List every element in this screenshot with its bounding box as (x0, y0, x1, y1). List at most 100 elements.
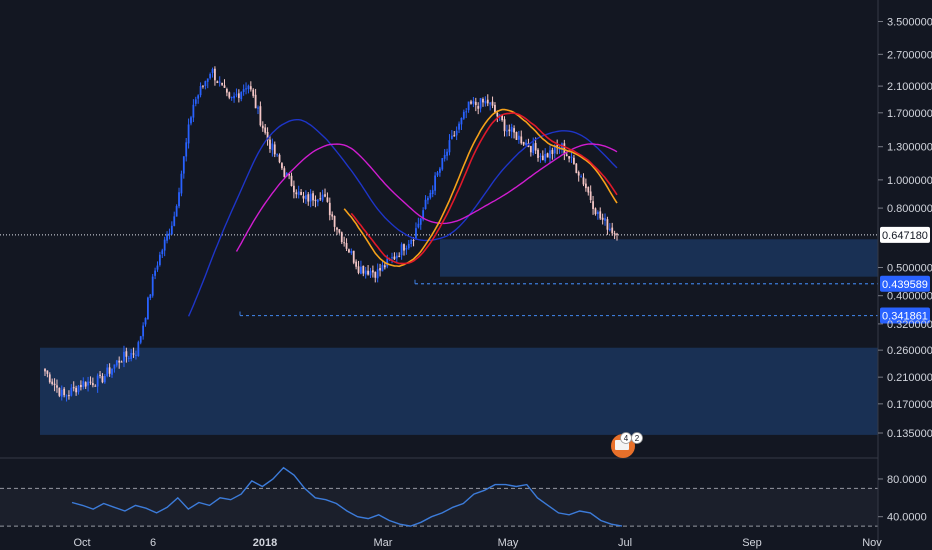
candle (108, 367, 111, 374)
candle (115, 360, 118, 366)
candle (424, 199, 427, 210)
candle (494, 104, 496, 113)
candle (429, 192, 432, 198)
candle (156, 265, 159, 270)
candle (400, 244, 403, 256)
candle (118, 360, 121, 363)
candle (70, 387, 73, 396)
price-axis-label: 0.170000 (887, 399, 932, 411)
candle (427, 197, 429, 201)
candle (539, 155, 542, 157)
candle (532, 143, 535, 154)
candle (123, 351, 125, 362)
candle (422, 210, 425, 220)
candle (357, 266, 360, 273)
candle (161, 250, 164, 255)
zones-layer (40, 239, 878, 435)
level-price-label: 0.341861 (882, 311, 928, 323)
candle (321, 194, 324, 201)
candle (443, 154, 446, 159)
candle (434, 175, 437, 191)
candle (371, 270, 374, 273)
candle (582, 177, 585, 185)
candle (185, 142, 188, 157)
ma-orange-line (343, 108, 618, 268)
time-axis-label: May (498, 537, 519, 549)
time-axis-label: 6 (150, 537, 156, 549)
candle (230, 97, 233, 99)
candle (175, 206, 178, 217)
candle (44, 368, 46, 372)
candle (522, 142, 525, 145)
candle (360, 266, 362, 274)
price-axis-label: 0.800000 (887, 203, 932, 215)
candle (506, 130, 508, 132)
candle (261, 125, 264, 129)
candle (376, 269, 379, 279)
candle (336, 227, 338, 230)
candle (546, 153, 549, 158)
candle (269, 139, 271, 150)
candle (601, 217, 604, 220)
candle (297, 191, 300, 196)
candle (264, 127, 267, 133)
candle (496, 112, 499, 117)
candle (278, 154, 281, 163)
candle (182, 156, 185, 174)
candle (214, 68, 216, 81)
candle (441, 158, 444, 170)
candle (549, 150, 551, 159)
rsi-line (71, 466, 623, 527)
candle (51, 381, 54, 385)
candle (520, 136, 523, 144)
candle (89, 381, 92, 383)
candle (237, 93, 240, 98)
candle (149, 294, 152, 299)
price-axis-label: 0.135000 (887, 428, 932, 440)
candle (266, 131, 269, 141)
candle (170, 225, 173, 235)
rsi-axis[interactable]: 80.0000 40.0000 (878, 474, 927, 524)
candle (465, 111, 468, 113)
candle (192, 104, 195, 118)
candle (343, 242, 346, 244)
candle (154, 270, 156, 276)
candle (415, 228, 417, 240)
candle (364, 270, 367, 275)
candle (412, 240, 415, 242)
candle (395, 255, 398, 259)
candle (338, 229, 341, 233)
candle (405, 247, 408, 250)
last-price-tag (880, 226, 930, 243)
time-axis[interactable]: Oct 6 2018 Mar May Jul Sep Nov (73, 537, 882, 549)
candle (142, 325, 145, 337)
candle (168, 233, 171, 235)
candle (223, 85, 226, 88)
candle (77, 385, 80, 393)
candle (178, 192, 180, 207)
candle (194, 99, 197, 104)
price-axis-label: 0.210000 (887, 372, 932, 384)
candle (553, 145, 556, 154)
price-axis-label: 2.100000 (887, 81, 932, 93)
ma-magenta-line (235, 143, 618, 252)
candle (599, 211, 602, 219)
candle (137, 342, 140, 357)
candle (245, 88, 247, 90)
candle (537, 149, 539, 158)
rsi-band (0, 488, 878, 527)
candle (383, 265, 386, 268)
candle (462, 111, 465, 119)
candle (345, 243, 348, 249)
candle (486, 99, 489, 104)
level-price-tag (880, 275, 930, 292)
rsi-axis-label: 40.0000 (887, 512, 927, 524)
candle (202, 85, 204, 87)
candle (204, 81, 207, 87)
price-axis[interactable]: 0.439589 0.341861 3.500000 2.700000 2.100000… (878, 17, 932, 440)
candle (46, 370, 49, 374)
badge-bubble (631, 432, 643, 444)
candle (331, 214, 334, 217)
